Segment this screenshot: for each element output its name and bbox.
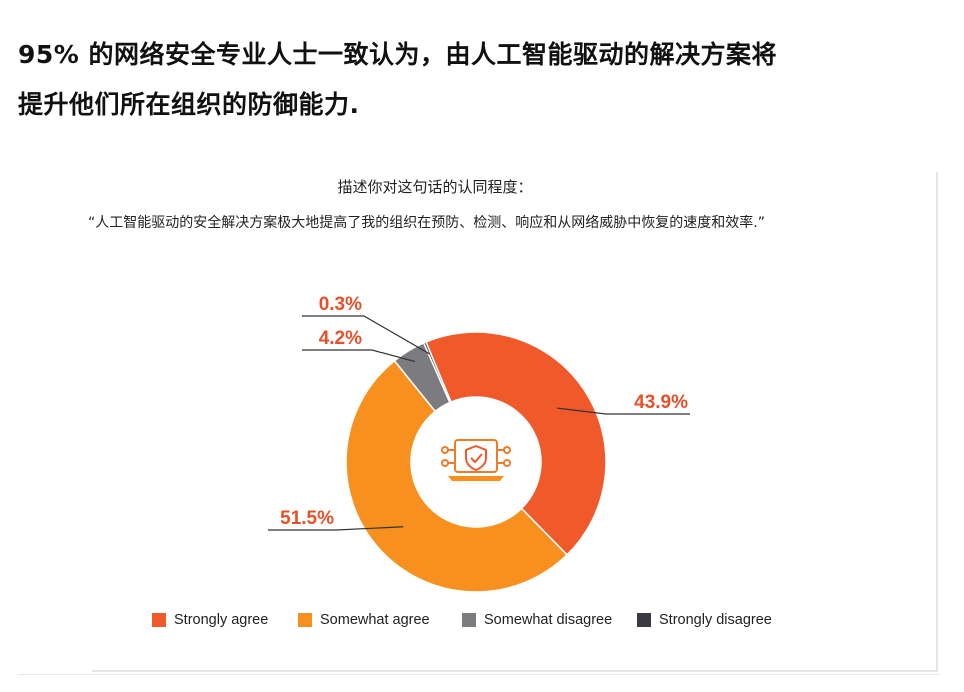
chart-card	[92, 172, 938, 672]
legend-item-strongly-disagree: Strongly disagree	[637, 612, 772, 628]
bottom-divider	[18, 674, 940, 675]
callout-line-somewhat-agree	[268, 526, 404, 531]
legend-swatch-strongly-disagree	[637, 613, 651, 627]
data-label-strongly-disagree: 0.3%	[319, 294, 362, 315]
data-label-strongly-agree: 43.9%	[634, 392, 688, 413]
legend-item-somewhat-agree: Somewhat agree	[298, 612, 430, 628]
legend-label-somewhat-agree: Somewhat agree	[320, 612, 430, 628]
question-text: “人工智能驱动的安全解决方案极大地提高了我的组织在预防、检测、响应和从网络威胁中…	[88, 215, 765, 231]
legend-item-strongly-agree: Strongly agree	[152, 612, 268, 628]
legend: Strongly agree Somewhat agree Somewhat d…	[0, 612, 964, 638]
callout-line-strongly-disagree	[302, 315, 431, 355]
data-label-callouts: 43.9% 51.5% 4.2% 0.3%	[268, 294, 690, 531]
question-title: 描述你对这句话的认同程度：	[337, 178, 533, 196]
callout-line-somewhat-disagree	[302, 349, 416, 363]
slice-strongly-agree	[424, 331, 607, 556]
headline: 95% 的网络安全专业人士一致认为，由人工智能驱动的解决方案将 提升他们所在组织…	[18, 30, 918, 130]
callout-line-strongly-agree	[557, 407, 690, 415]
legend-label-strongly-agree: Strongly agree	[174, 612, 269, 628]
data-label-somewhat-disagree: 4.2%	[319, 328, 362, 349]
donut-slices	[345, 331, 607, 593]
headline-line-1: 95% 的网络安全专业人士一致认为，由人工智能驱动的解决方案将	[18, 40, 778, 69]
legend-swatch-strongly-agree	[152, 613, 166, 627]
legend-label-somewhat-disagree: Somewhat disagree	[484, 612, 613, 628]
slice-somewhat-agree	[345, 359, 569, 593]
legend-item-somewhat-disagree: Somewhat disagree	[462, 612, 612, 628]
legend-swatch-somewhat-disagree	[462, 613, 476, 627]
legend-label-strongly-disagree: Strongly disagree	[659, 612, 772, 628]
shield-laptop-circuit-icon	[441, 439, 511, 481]
data-label-somewhat-agree: 51.5%	[280, 508, 334, 529]
slice-strongly-disagree	[422, 341, 452, 404]
headline-line-2: 提升他们所在组织的防御能力.	[18, 90, 360, 119]
legend-swatch-somewhat-agree	[298, 613, 312, 627]
